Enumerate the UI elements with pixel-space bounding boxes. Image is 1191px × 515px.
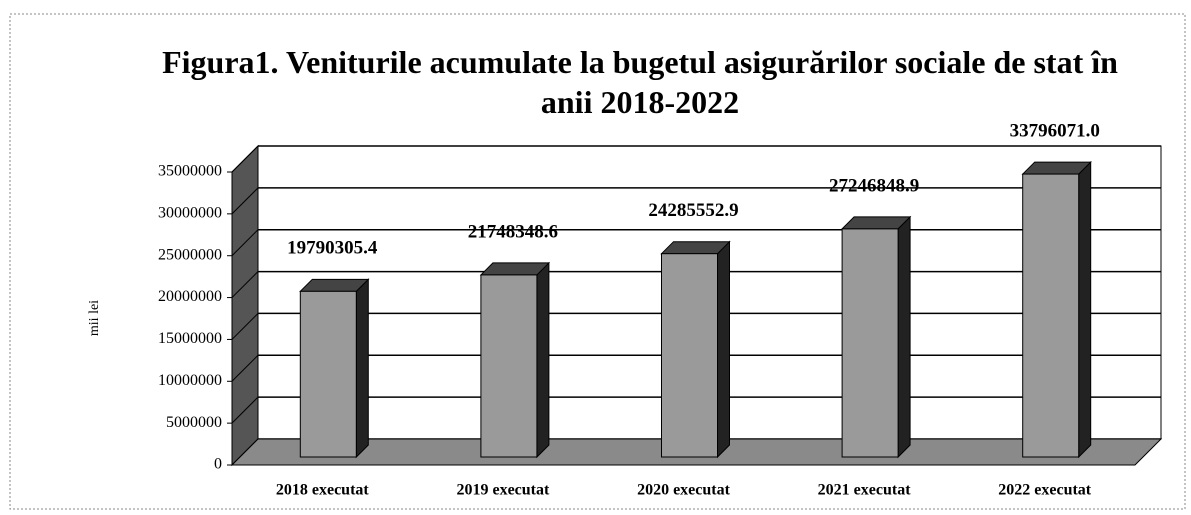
frame bbox=[9, 13, 1186, 510]
grid-line bbox=[231, 145, 259, 173]
y-tick-label: 0 bbox=[214, 456, 222, 473]
bar-side bbox=[536, 261, 550, 459]
y-tick-label: 5000000 bbox=[166, 414, 222, 431]
bar bbox=[480, 274, 538, 458]
bar-side bbox=[897, 215, 911, 459]
grid-line bbox=[231, 187, 259, 215]
bar-side bbox=[355, 278, 369, 459]
value-label: 24285552.9 bbox=[648, 200, 738, 221]
y-tick-label: 20000000 bbox=[158, 288, 222, 305]
value-label: 33796071.0 bbox=[1010, 120, 1100, 141]
y-tick-label: 25000000 bbox=[158, 246, 222, 263]
grid-line bbox=[231, 229, 259, 257]
y-tick-label: 10000000 bbox=[158, 372, 222, 389]
x-tick-label: 2020 executat bbox=[637, 482, 731, 499]
bar bbox=[841, 228, 899, 458]
x-tick-label: 2022 executat bbox=[998, 482, 1092, 499]
bar bbox=[1022, 173, 1080, 458]
bar-side bbox=[717, 240, 730, 459]
grid-line bbox=[231, 313, 259, 340]
bar bbox=[661, 253, 718, 458]
grid-line bbox=[231, 271, 259, 298]
left-wall bbox=[231, 144, 259, 467]
bar-side bbox=[1078, 160, 1092, 459]
y-tick-label: 35000000 bbox=[158, 163, 222, 180]
value-label: 21748348.6 bbox=[468, 221, 558, 242]
x-tick-label: 2018 executat bbox=[276, 482, 370, 499]
grid-line bbox=[231, 396, 259, 424]
bar-top bbox=[1021, 161, 1092, 175]
x-tick-label: 2019 executat bbox=[456, 482, 550, 499]
grid-line bbox=[231, 354, 259, 382]
x-tick-label: 2021 executat bbox=[818, 482, 912, 499]
y-tick-label: 30000000 bbox=[158, 205, 222, 222]
bar-top bbox=[479, 262, 551, 276]
y-axis-label: mii lei bbox=[87, 300, 102, 336]
bar-top bbox=[299, 278, 370, 292]
chart-title: Figura1. Veniturile acumulate la bugetul… bbox=[162, 44, 1118, 120]
value-label: 19790305.4 bbox=[287, 238, 378, 259]
bar-top bbox=[840, 216, 912, 230]
bar-top bbox=[660, 241, 731, 255]
value-label: 27246848.9 bbox=[829, 175, 919, 196]
y-tick-label: 15000000 bbox=[158, 330, 222, 347]
bar bbox=[299, 290, 357, 458]
